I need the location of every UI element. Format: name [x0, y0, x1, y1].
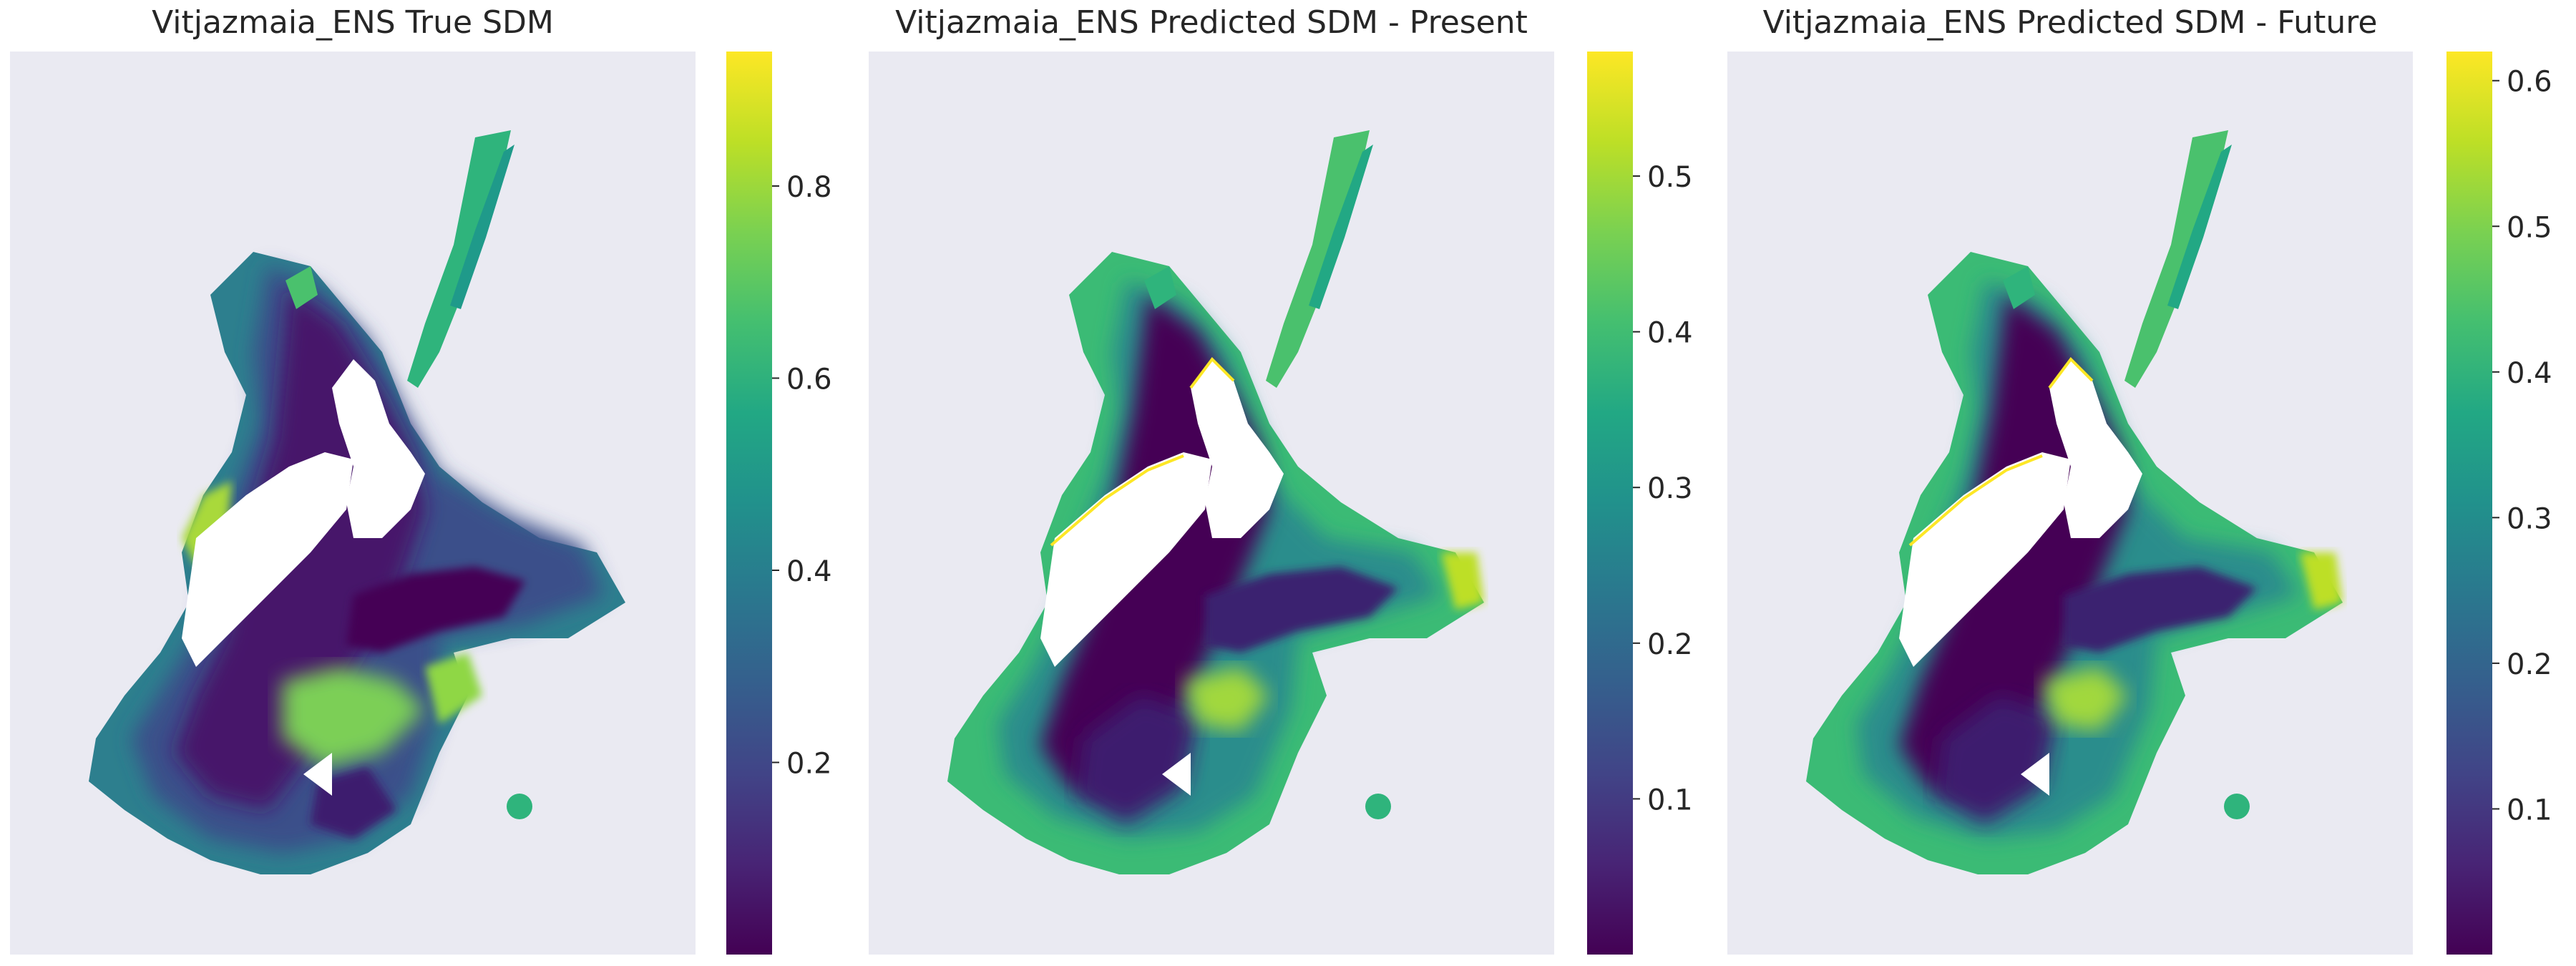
colorbar-gradient [726, 52, 772, 955]
panel-2: Vitjazmaia_ENS Predicted SDM - Present 0.… [869, 4, 1693, 955]
colorbar: 0.1 0.2 0.3 0.4 0.5 0.6 [2446, 52, 2552, 955]
panel-3: Vitjazmaia_ENS Predicted SDM - Future 0.1… [1727, 4, 2552, 955]
colorbar-tick-label: 0.5 [2507, 211, 2552, 244]
colorbar-tick-label: 0.2 [786, 747, 832, 780]
colorbar-tick-label: 0.2 [2507, 648, 2552, 681]
colorbar-gradient [1587, 52, 1633, 955]
chart-title: Vitjazmaia_ENS Predicted SDM - Present [895, 4, 1528, 41]
colorbar-gradient [2446, 52, 2492, 955]
colorbar-tick-label: 0.3 [2507, 502, 2552, 535]
colorbar-tick-label: 0.5 [1647, 161, 1693, 194]
colorbar: 0.1 0.2 0.3 0.4 0.5 [1587, 52, 1693, 955]
colorbar-tick-label: 0.6 [2507, 66, 2552, 99]
colorbar-tick-label: 0.1 [1647, 784, 1693, 816]
colorbar-tick-label: 0.3 [1647, 472, 1693, 505]
colorbar-tick-label: 0.2 [1647, 628, 1693, 661]
colorbar-tick-label: 0.8 [786, 171, 832, 204]
colorbar-tick-label: 0.4 [786, 555, 832, 588]
chart-title: Vitjazmaia_ENS Predicted SDM - Future [1763, 4, 2378, 41]
colorbar: 0.2 0.4 0.6 0.8 [726, 52, 832, 955]
chart-title: Vitjazmaia_ENS True SDM [152, 4, 554, 41]
colorbar-tick-label: 0.1 [2507, 794, 2552, 826]
colorbar-tick-label: 0.4 [1647, 317, 1693, 350]
panel-1: Vitjazmaia_ENS True SDM 0.2 0.4 0.6 0.8 [10, 4, 832, 955]
panels: Vitjazmaia_ENS True SDM0.20.40.60.8Vitja… [10, 4, 2552, 955]
colorbar-tick-label: 0.6 [786, 363, 832, 396]
colorbar-tick-label: 0.4 [2507, 357, 2552, 390]
